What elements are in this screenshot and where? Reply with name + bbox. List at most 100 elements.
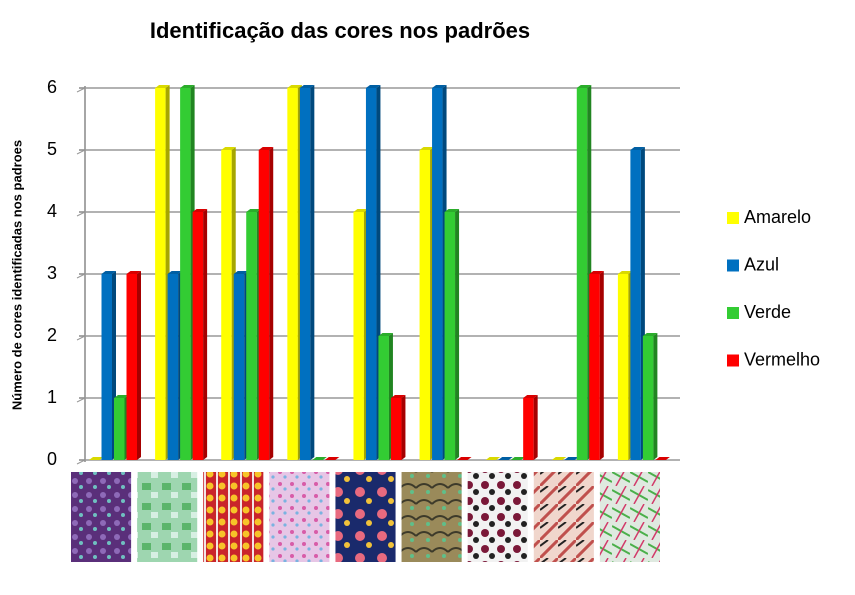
bar-front [378, 336, 389, 460]
y-tick-label: 1 [47, 387, 57, 407]
bar-top [324, 457, 340, 460]
bar [551, 457, 567, 460]
bar [485, 457, 501, 460]
bar [457, 457, 472, 460]
bar-top [89, 457, 104, 460]
bar-top [365, 85, 381, 88]
pattern-image [533, 472, 594, 562]
bar-top [192, 209, 208, 212]
bar-top [617, 271, 633, 274]
bar-front [444, 212, 456, 460]
pattern-image [71, 472, 132, 562]
grid-line-depth [76, 273, 86, 279]
bar-top [630, 147, 645, 150]
bar [126, 271, 141, 460]
pattern-image [269, 472, 330, 562]
bar [523, 395, 538, 460]
chart-title: Identificação das cores nos padrões [150, 18, 530, 43]
grid-line-depth [76, 397, 86, 403]
bar-top [523, 395, 538, 398]
bar [312, 457, 327, 460]
y-axis-label: Número de cores identificadas nos padroe… [9, 140, 24, 410]
y-tick-label: 3 [47, 263, 57, 283]
bar-side [533, 395, 538, 460]
bar-front [155, 88, 166, 460]
legend-label: Vermelho [744, 349, 820, 369]
bar [432, 85, 447, 460]
bar-side [653, 333, 658, 460]
bar-front [246, 212, 257, 460]
bar-top [510, 457, 526, 460]
bar [192, 209, 208, 460]
pattern-image [599, 472, 660, 562]
bar-top [498, 457, 513, 460]
grid-line-depth [76, 211, 86, 217]
bar [353, 209, 368, 460]
bar-front [299, 88, 311, 460]
bar-top [126, 271, 141, 274]
bar [564, 457, 579, 460]
bar-front [192, 212, 204, 460]
bar-side [203, 209, 208, 460]
bar [180, 85, 195, 460]
bar-top [378, 333, 393, 336]
bar [630, 147, 645, 460]
bar-front [432, 88, 443, 460]
bar-top [233, 271, 249, 274]
bar-top [246, 209, 261, 212]
bar-top [167, 271, 183, 274]
bar-front [390, 398, 402, 460]
bar-front [221, 150, 232, 460]
bar-front [258, 150, 270, 460]
bar-front [630, 150, 641, 460]
bar-side [137, 271, 141, 460]
bar [576, 85, 592, 460]
bar [89, 457, 104, 460]
legend-label: Azul [744, 254, 779, 274]
bar-side [269, 147, 274, 460]
bar-top [390, 395, 406, 398]
bar-front [287, 88, 298, 460]
bar-front [114, 398, 125, 460]
bar-top [589, 271, 604, 274]
bar [233, 271, 249, 460]
bar [299, 85, 315, 460]
bar [101, 271, 116, 460]
bar-top [444, 209, 460, 212]
y-tick-label: 2 [47, 325, 57, 345]
bar [498, 457, 513, 460]
pattern-image [335, 472, 396, 562]
legend-swatch [727, 212, 739, 224]
pattern-images [71, 472, 660, 562]
pattern-image [467, 472, 528, 562]
bar-top [287, 85, 302, 88]
bar-front [233, 274, 245, 460]
y-tick-label: 6 [47, 77, 57, 97]
pattern-image [203, 472, 264, 562]
legend-swatch [727, 307, 739, 319]
bar-side [401, 395, 406, 460]
bar-top [576, 85, 592, 88]
bar-top [642, 333, 658, 336]
grid-line-depth [76, 87, 86, 93]
bar [114, 395, 129, 460]
bar-top [114, 395, 129, 398]
bar [589, 271, 604, 460]
bar-side [310, 85, 315, 460]
legend-label: Verde [744, 302, 791, 322]
bar [419, 147, 435, 460]
bar-top [180, 85, 195, 88]
bar-front [576, 88, 588, 460]
bar [390, 395, 406, 460]
bar-top [564, 457, 579, 460]
bar-top [101, 271, 116, 274]
bar-top [312, 457, 327, 460]
bar-top [299, 85, 315, 88]
bar-side [455, 209, 460, 460]
y-tick-label: 4 [47, 201, 57, 221]
bar-front [101, 274, 112, 460]
bar-top [485, 457, 501, 460]
bar-side [599, 271, 604, 460]
bar-top [551, 457, 567, 460]
